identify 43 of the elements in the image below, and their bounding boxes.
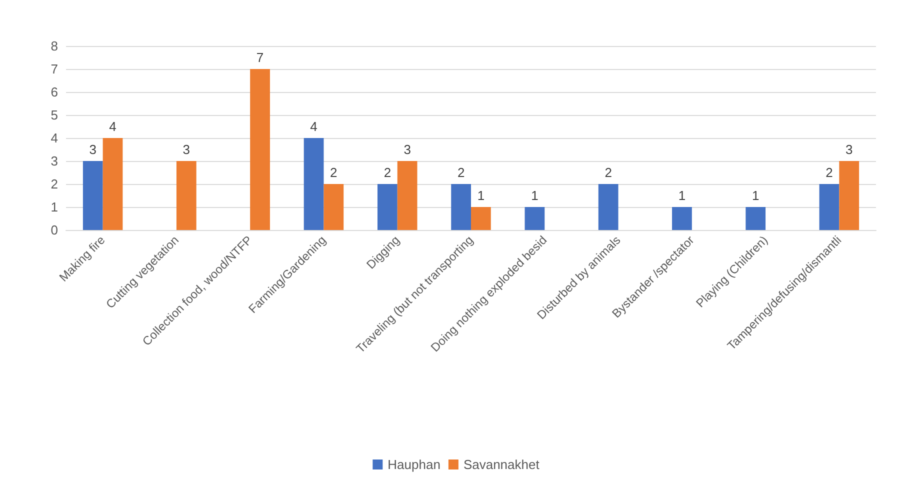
- y-tick-label: 4: [50, 130, 58, 146]
- data-label: 1: [477, 188, 485, 203]
- bar: [598, 184, 618, 230]
- data-label: 2: [330, 165, 338, 180]
- y-tick-label: 6: [50, 84, 58, 100]
- y-tick-label: 5: [50, 108, 58, 122]
- data-label: 3: [182, 142, 190, 157]
- bar: [377, 184, 398, 230]
- y-tick-label: 2: [50, 176, 58, 192]
- bar: [471, 207, 491, 230]
- data-label: 7: [256, 50, 264, 65]
- bar: [304, 138, 324, 230]
- data-label: 2: [457, 165, 465, 180]
- data-label: 4: [109, 119, 116, 134]
- data-label: 3: [404, 142, 411, 157]
- bar: [451, 184, 471, 230]
- data-label: 2: [384, 165, 392, 180]
- bar: [397, 161, 418, 230]
- bar: [524, 207, 545, 230]
- y-tick-label: 3: [50, 154, 58, 168]
- y-tick-label: 0: [50, 222, 58, 238]
- data-label: 1: [678, 188, 686, 203]
- legend-label: Hauphan: [388, 457, 440, 472]
- data-label: 1: [531, 188, 538, 203]
- data-label: 4: [310, 119, 318, 134]
- bar: [102, 138, 123, 230]
- bar: [324, 184, 344, 230]
- bar: [176, 161, 196, 230]
- bar: [746, 207, 766, 230]
- legend-label: Savannakhet: [463, 457, 540, 472]
- data-label: 2: [604, 165, 612, 180]
- data-label: 1: [752, 188, 760, 203]
- y-tick-label: 7: [50, 62, 58, 76]
- bar: [250, 69, 270, 230]
- y-tick-label: 1: [50, 200, 58, 214]
- bar: [819, 184, 840, 230]
- bar: [82, 161, 103, 230]
- data-label: 3: [846, 142, 853, 157]
- bar: [839, 161, 860, 230]
- data-label: 3: [89, 142, 96, 157]
- bar: [672, 207, 692, 230]
- y-tick-label: 8: [50, 38, 58, 54]
- data-label: 2: [826, 165, 833, 180]
